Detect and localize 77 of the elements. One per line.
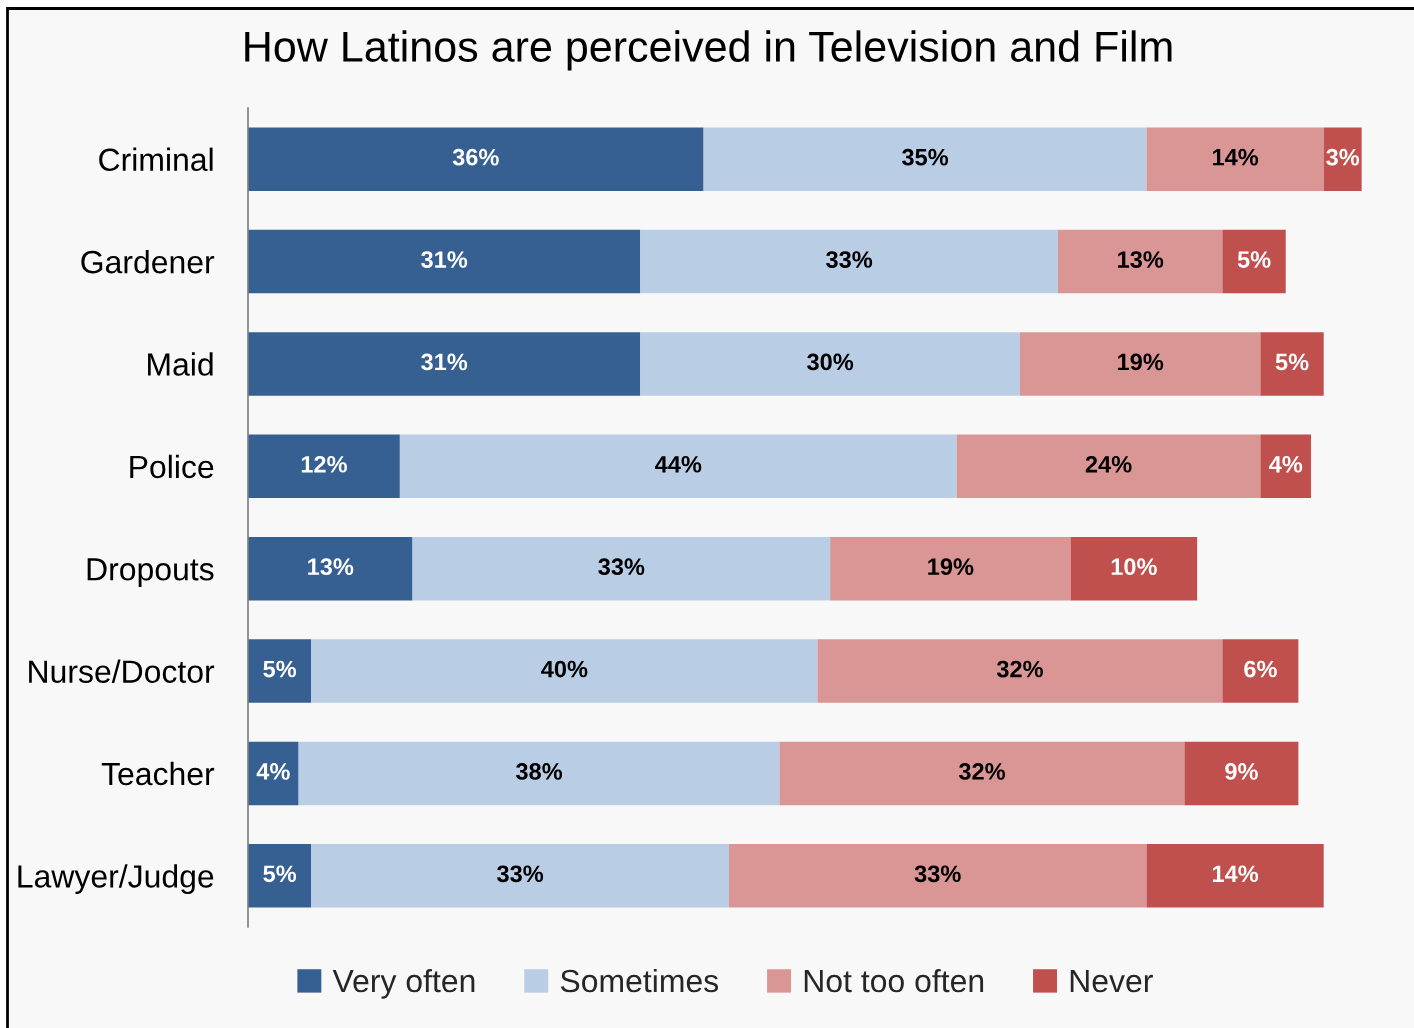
bar	[703, 127, 1147, 191]
data-label: 4%	[1269, 455, 1303, 473]
data-label: 33%	[914, 865, 961, 883]
data-label: 13%	[1118, 251, 1164, 268]
data-label: 5%	[1237, 251, 1271, 268]
y-tick-label: Dropouts	[87, 558, 214, 587]
data-label: 13%	[308, 558, 354, 576]
legend-label: Very often	[332, 968, 475, 999]
data-label: 30%	[807, 353, 854, 371]
bar	[248, 536, 413, 601]
bar	[311, 639, 818, 703]
bar	[817, 639, 1223, 703]
bar	[640, 332, 1020, 396]
data-label: 35%	[901, 148, 949, 166]
data-label: 5%	[263, 865, 297, 883]
data-label: 31%	[421, 353, 468, 371]
data-label: 33%	[598, 558, 645, 576]
bar	[248, 844, 312, 908]
legend-label: Never	[1070, 970, 1153, 993]
y-tick-label: Police	[130, 454, 214, 479]
bar	[248, 741, 299, 806]
bar	[1222, 639, 1299, 703]
data-label: 32%	[958, 763, 1006, 780]
y-tick-label: Nurse/Doctor	[29, 659, 215, 683]
bar	[830, 536, 1071, 601]
y-tick-label: Maid	[148, 352, 213, 376]
bar	[640, 229, 1058, 294]
bar	[1260, 434, 1312, 499]
bar	[412, 536, 831, 601]
data-label: 24%	[1085, 455, 1132, 473]
chart-title: How Latinos are perceived in Television and Film	[245, 30, 1172, 71]
y-tick-label: Lawyer/Judge	[18, 864, 214, 895]
bar	[298, 741, 780, 806]
data-label: 19%	[1118, 353, 1164, 371]
data-label: 4%	[256, 763, 290, 780]
bar	[1146, 844, 1324, 908]
bar	[1146, 127, 1324, 191]
bar	[248, 434, 400, 499]
data-label: 10%	[1111, 558, 1157, 576]
data-label: 6%	[1244, 660, 1277, 678]
y-tick-label: Gardener	[81, 249, 215, 274]
bar	[779, 741, 1185, 806]
data-label: 38%	[515, 763, 563, 780]
bar	[248, 229, 641, 294]
data-label: 5%	[263, 660, 297, 678]
data-label: 32%	[996, 660, 1043, 678]
y-tick-label: Teacher	[101, 761, 215, 786]
bar	[1019, 332, 1261, 396]
bar	[1260, 332, 1324, 396]
data-label: 9%	[1225, 763, 1258, 780]
bar	[728, 844, 1147, 908]
data-label: 33%	[826, 251, 873, 268]
y-tick-label: Criminal	[99, 147, 213, 172]
bar	[248, 127, 704, 191]
data-label: 19%	[928, 558, 974, 576]
bar	[248, 639, 312, 703]
data-label: 36%	[452, 148, 499, 166]
data-label: 12%	[301, 455, 347, 473]
data-label: 31%	[421, 251, 468, 268]
legend-label: Sometimes	[560, 968, 719, 993]
legend-label: Not too often	[804, 968, 984, 993]
bar	[399, 434, 957, 499]
bar	[956, 434, 1261, 499]
data-label: 40%	[541, 660, 588, 678]
data-label: 14%	[1212, 148, 1259, 166]
data-label: 5%	[1275, 353, 1309, 371]
bar	[1323, 127, 1362, 191]
data-label: 44%	[655, 455, 702, 473]
bar	[1222, 229, 1286, 294]
data-label: 3%	[1326, 148, 1360, 166]
bar	[1184, 741, 1299, 806]
data-label: 33%	[497, 865, 544, 883]
bar	[1070, 536, 1198, 601]
bar	[1057, 229, 1223, 294]
bar	[311, 844, 729, 908]
data-label: 14%	[1212, 865, 1259, 883]
bar	[248, 332, 641, 396]
